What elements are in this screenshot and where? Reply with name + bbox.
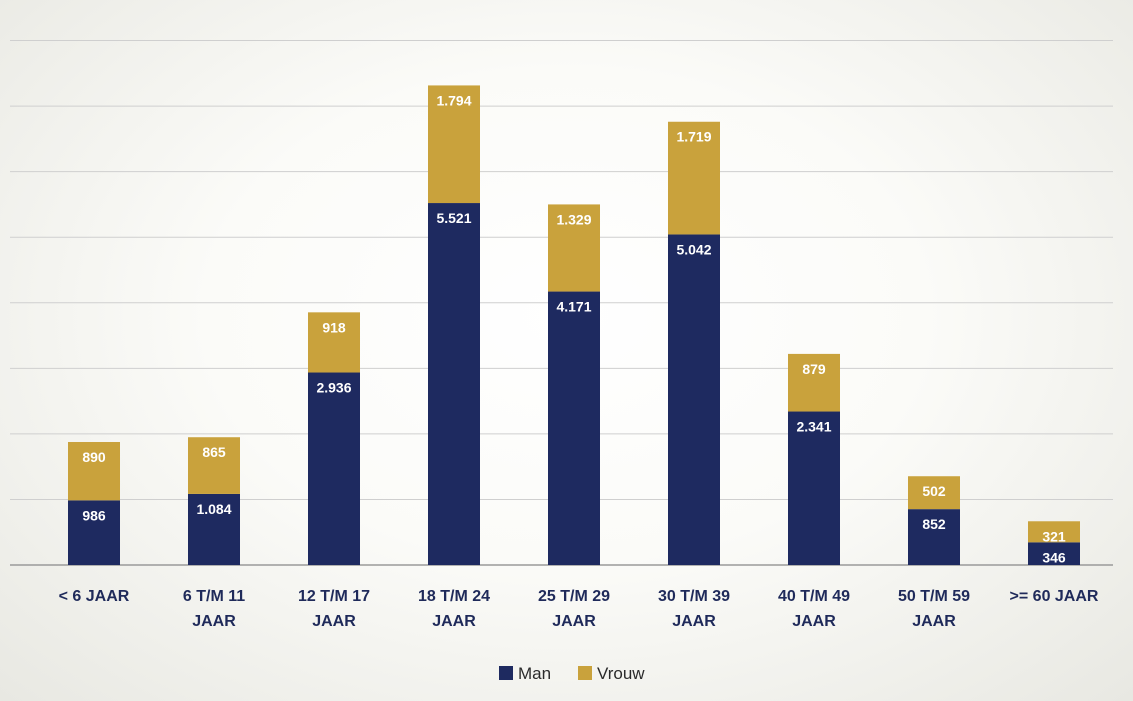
bar-man-6 bbox=[788, 411, 840, 565]
data-label-vrouw-7: 502 bbox=[922, 483, 946, 499]
bar-vrouw-7 bbox=[908, 476, 960, 510]
legend: Man Vrouw bbox=[499, 664, 645, 683]
data-label-vrouw-2: 918 bbox=[322, 319, 346, 335]
legend-label-vrouw: Vrouw bbox=[597, 664, 645, 683]
bar-vrouw-3 bbox=[428, 85, 480, 204]
legend-label-man: Man bbox=[518, 664, 551, 683]
data-label-man-8: 346 bbox=[1042, 549, 1066, 565]
category-label-8: >= 60 JAAR bbox=[1010, 588, 1099, 605]
bar-vrouw-2 bbox=[308, 312, 360, 373]
data-label-vrouw-0: 890 bbox=[82, 449, 106, 465]
data-label-vrouw-4: 1.329 bbox=[556, 211, 591, 227]
category-label-4-line2: JAAR bbox=[552, 613, 596, 630]
x-axis: < 6 JAAR 6 T/M 11 JAAR 12 T/M 17 JAAR 18 T/M … bbox=[59, 588, 1099, 630]
bar-vrouw-0 bbox=[68, 442, 120, 501]
bar-vrouw-5 bbox=[668, 121, 720, 235]
category-label-7: 50 T/M 59 bbox=[898, 588, 970, 605]
category-label-3-line2: JAAR bbox=[432, 613, 476, 630]
value-labels: 986 890 1.084 865 2.936 918 5.521 1.794 4.171 1.3… bbox=[82, 92, 1066, 565]
data-label-man-1: 1.084 bbox=[196, 501, 231, 517]
data-label-man-7: 852 bbox=[922, 516, 946, 532]
category-label-6-line2: JAAR bbox=[792, 613, 836, 630]
data-label-man-3: 5.521 bbox=[436, 210, 471, 226]
bar-vrouw-6 bbox=[788, 353, 840, 412]
data-label-vrouw-6: 879 bbox=[802, 361, 826, 377]
category-label-7-line2: JAAR bbox=[912, 613, 956, 630]
data-label-man-0: 986 bbox=[82, 507, 106, 523]
bar-man-4 bbox=[548, 291, 600, 565]
category-label-5: 30 T/M 39 bbox=[658, 588, 730, 605]
bar-man-5 bbox=[668, 234, 720, 566]
data-label-man-2: 2.936 bbox=[316, 380, 351, 396]
data-label-vrouw-3: 1.794 bbox=[436, 92, 471, 108]
category-label-6: 40 T/M 49 bbox=[778, 588, 850, 605]
data-label-man-5: 5.042 bbox=[676, 241, 711, 257]
legend-swatch-vrouw bbox=[578, 666, 592, 680]
bar-vrouw-4 bbox=[548, 204, 600, 292]
data-label-man-4: 4.171 bbox=[556, 299, 591, 315]
bar-man-1 bbox=[188, 493, 240, 565]
bar-man-2 bbox=[308, 372, 360, 565]
data-label-man-6: 2.341 bbox=[796, 419, 831, 435]
legend-swatch-man bbox=[499, 666, 513, 680]
bars bbox=[68, 85, 1080, 566]
category-label-0: < 6 JAAR bbox=[59, 588, 130, 605]
bar-man-7 bbox=[908, 509, 960, 565]
bar-vrouw-8 bbox=[1028, 521, 1080, 543]
category-label-2-line2: JAAR bbox=[312, 613, 356, 630]
data-label-vrouw-1: 865 bbox=[202, 444, 226, 460]
data-label-vrouw-8: 321 bbox=[1042, 528, 1066, 544]
category-label-1-line2: JAAR bbox=[192, 613, 236, 630]
category-label-3: 18 T/M 24 bbox=[418, 588, 490, 605]
category-label-5-line2: JAAR bbox=[672, 613, 716, 630]
bar-vrouw-1 bbox=[188, 437, 240, 494]
bar-man-3 bbox=[428, 203, 480, 565]
bar-man-0 bbox=[68, 500, 120, 565]
data-label-vrouw-5: 1.719 bbox=[676, 129, 711, 145]
category-label-4: 25 T/M 29 bbox=[538, 588, 610, 605]
category-label-2: 12 T/M 17 bbox=[298, 588, 370, 605]
bar-man-8 bbox=[1028, 542, 1080, 565]
category-label-1: 6 T/M 11 bbox=[183, 588, 245, 605]
